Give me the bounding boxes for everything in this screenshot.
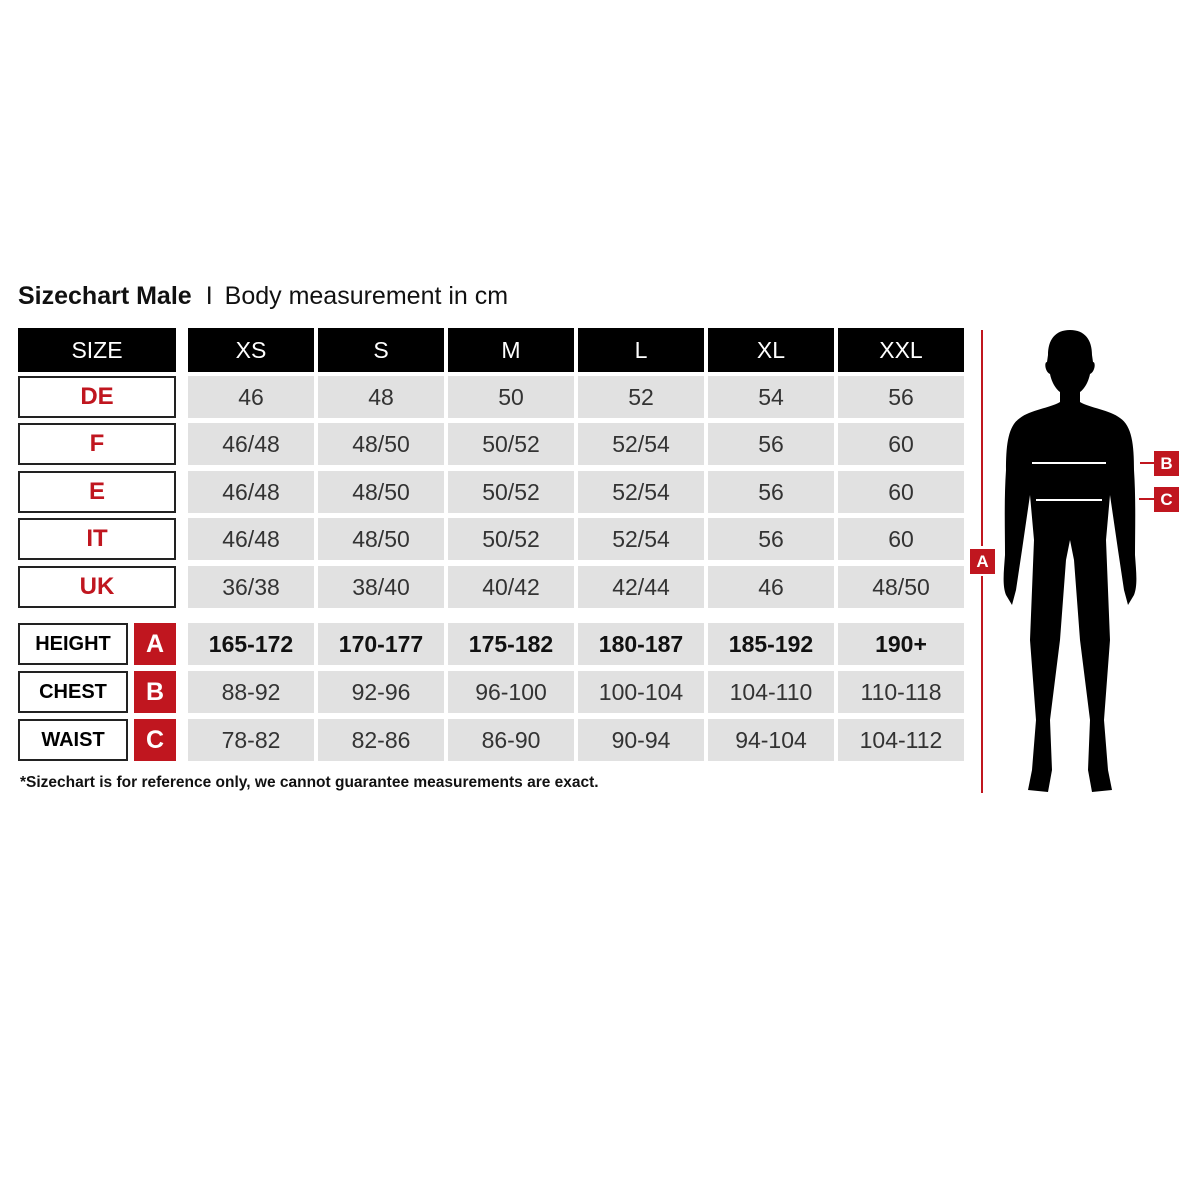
table-cell: 92-96 (318, 671, 444, 713)
table-cell: 50/52 (448, 471, 574, 513)
height-tag: A (970, 549, 995, 574)
table-cell: 78-82 (188, 719, 314, 761)
table-cell: 52/54 (578, 471, 704, 513)
table-cell: 100-104 (578, 671, 704, 713)
table-cell: 40/42 (448, 566, 574, 608)
table-cell: 46 (708, 566, 834, 608)
table-cell: 52/54 (578, 518, 704, 560)
table-cell: 56 (708, 423, 834, 465)
table-cell: 52 (578, 376, 704, 418)
size-header-s: S (318, 328, 444, 372)
chart-title: Sizechart Male I Body measurement in cm (18, 282, 508, 311)
table-cell: 42/44 (578, 566, 704, 608)
table-cell: 88-92 (188, 671, 314, 713)
title-separator: I (205, 282, 213, 310)
waist-tag: C (1154, 487, 1179, 512)
row-label-height: HEIGHT (18, 623, 128, 665)
measure-key-b: B (134, 671, 176, 713)
table-cell: 86-90 (448, 719, 574, 761)
table-cell: 46/48 (188, 518, 314, 560)
table-cell: 36/38 (188, 566, 314, 608)
row-label-it: IT (18, 518, 176, 560)
row-label-chest: CHEST (18, 671, 128, 713)
table-cell: 165-172 (188, 623, 314, 665)
table-cell: 180-187 (578, 623, 704, 665)
size-header-l: L (578, 328, 704, 372)
table-cell: 48/50 (838, 566, 964, 608)
table-cell: 60 (838, 471, 964, 513)
body-figure (981, 330, 1155, 793)
row-label-e: E (18, 471, 176, 513)
table-cell: 185-192 (708, 623, 834, 665)
measure-key-a: A (134, 623, 176, 665)
table-cell: 56 (838, 376, 964, 418)
table-cell: 56 (708, 518, 834, 560)
table-cell: 50 (448, 376, 574, 418)
table-cell: 38/40 (318, 566, 444, 608)
table-cell: 46/48 (188, 423, 314, 465)
table-cell: 52/54 (578, 423, 704, 465)
title-main: Sizechart Male (18, 282, 192, 310)
table-cell: 46/48 (188, 471, 314, 513)
table-cell: 110-118 (838, 671, 964, 713)
table-cell: 56 (708, 471, 834, 513)
table-cell: 48/50 (318, 423, 444, 465)
table-cell: 60 (838, 423, 964, 465)
size-header-label: SIZE (18, 328, 176, 372)
table-cell: 170-177 (318, 623, 444, 665)
table-cell: 50/52 (448, 423, 574, 465)
row-label-waist: WAIST (18, 719, 128, 761)
table-cell: 54 (708, 376, 834, 418)
table-cell: 48 (318, 376, 444, 418)
row-label-f: F (18, 423, 176, 465)
table-cell: 94-104 (708, 719, 834, 761)
title-sub: Body measurement in cm (224, 282, 509, 310)
table-cell: 175-182 (448, 623, 574, 665)
size-header-xs: XS (188, 328, 314, 372)
table-cell: 104-112 (838, 719, 964, 761)
table-cell: 104-110 (708, 671, 834, 713)
size-header-m: M (448, 328, 574, 372)
table-cell: 50/52 (448, 518, 574, 560)
person-silhouette-icon (1003, 330, 1137, 792)
chest-tag: B (1154, 451, 1179, 476)
size-header-xl: XL (708, 328, 834, 372)
size-header-xxl: XXL (838, 328, 964, 372)
row-label-de: DE (18, 376, 176, 418)
table-cell: 96-100 (448, 671, 574, 713)
table-cell: 46 (188, 376, 314, 418)
measure-key-c: C (134, 719, 176, 761)
table-cell: 190+ (838, 623, 964, 665)
row-label-uk: UK (18, 566, 176, 608)
table-cell: 48/50 (318, 471, 444, 513)
table-cell: 60 (838, 518, 964, 560)
footnote: *Sizechart is for reference only, we can… (20, 774, 599, 791)
table-cell: 90-94 (578, 719, 704, 761)
table-cell: 82-86 (318, 719, 444, 761)
table-cell: 48/50 (318, 518, 444, 560)
